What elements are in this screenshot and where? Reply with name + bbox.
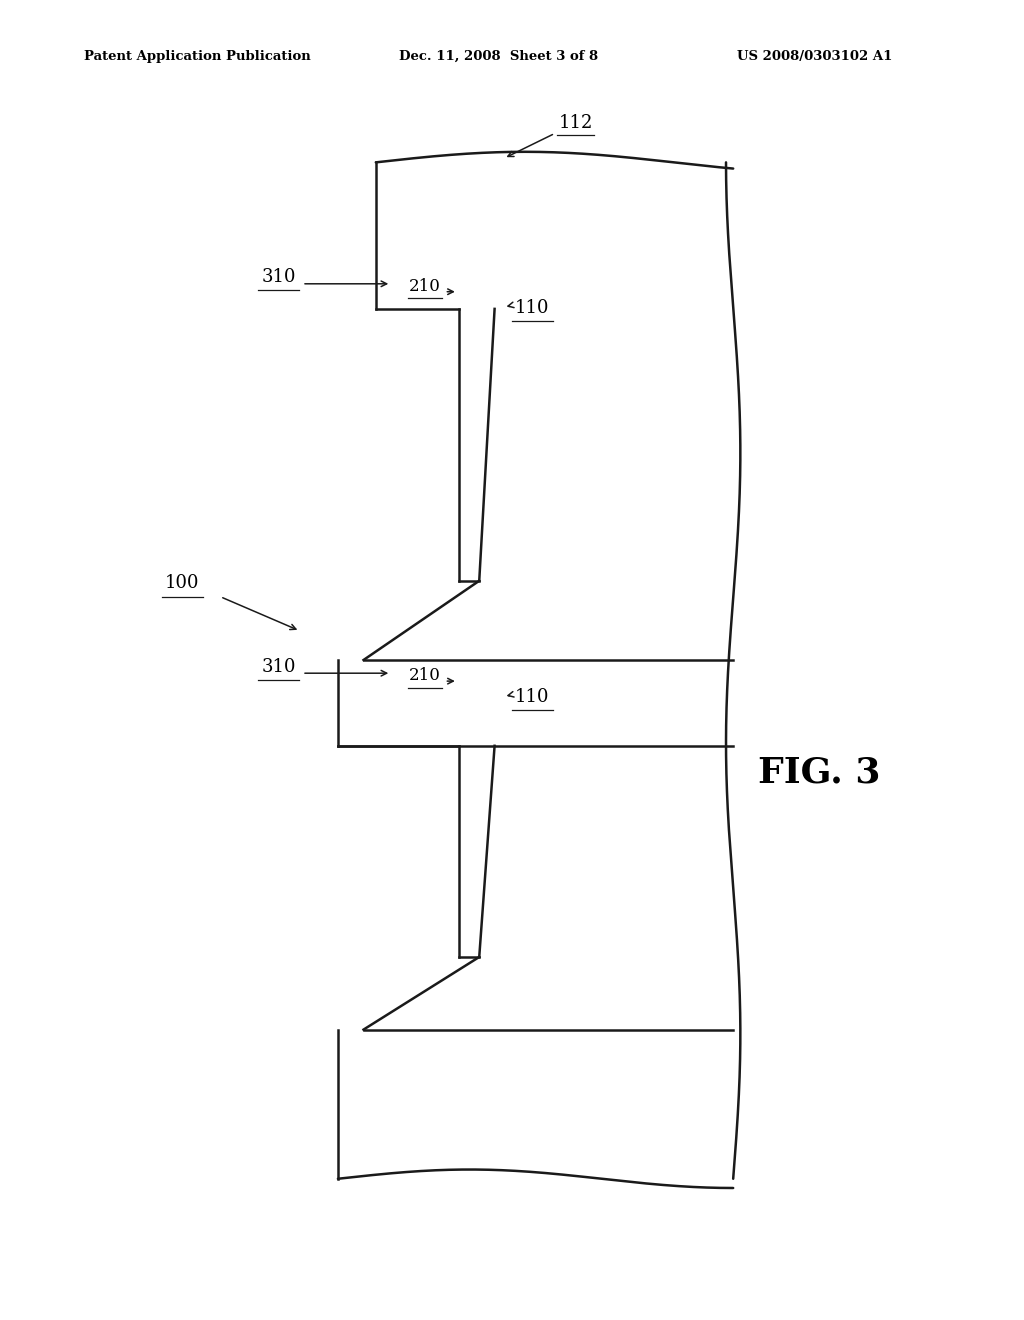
Text: 110: 110 [515,688,550,706]
Text: Patent Application Publication: Patent Application Publication [84,50,310,63]
Text: Dec. 11, 2008  Sheet 3 of 8: Dec. 11, 2008 Sheet 3 of 8 [399,50,598,63]
Text: 110: 110 [515,298,550,317]
Text: 210: 210 [409,668,441,684]
Text: 310: 310 [261,657,296,676]
Text: 112: 112 [558,114,593,132]
Text: US 2008/0303102 A1: US 2008/0303102 A1 [737,50,893,63]
Text: FIG. 3: FIG. 3 [758,755,881,789]
Text: 210: 210 [409,279,441,294]
Text: 310: 310 [261,268,296,286]
Text: 100: 100 [165,574,200,593]
